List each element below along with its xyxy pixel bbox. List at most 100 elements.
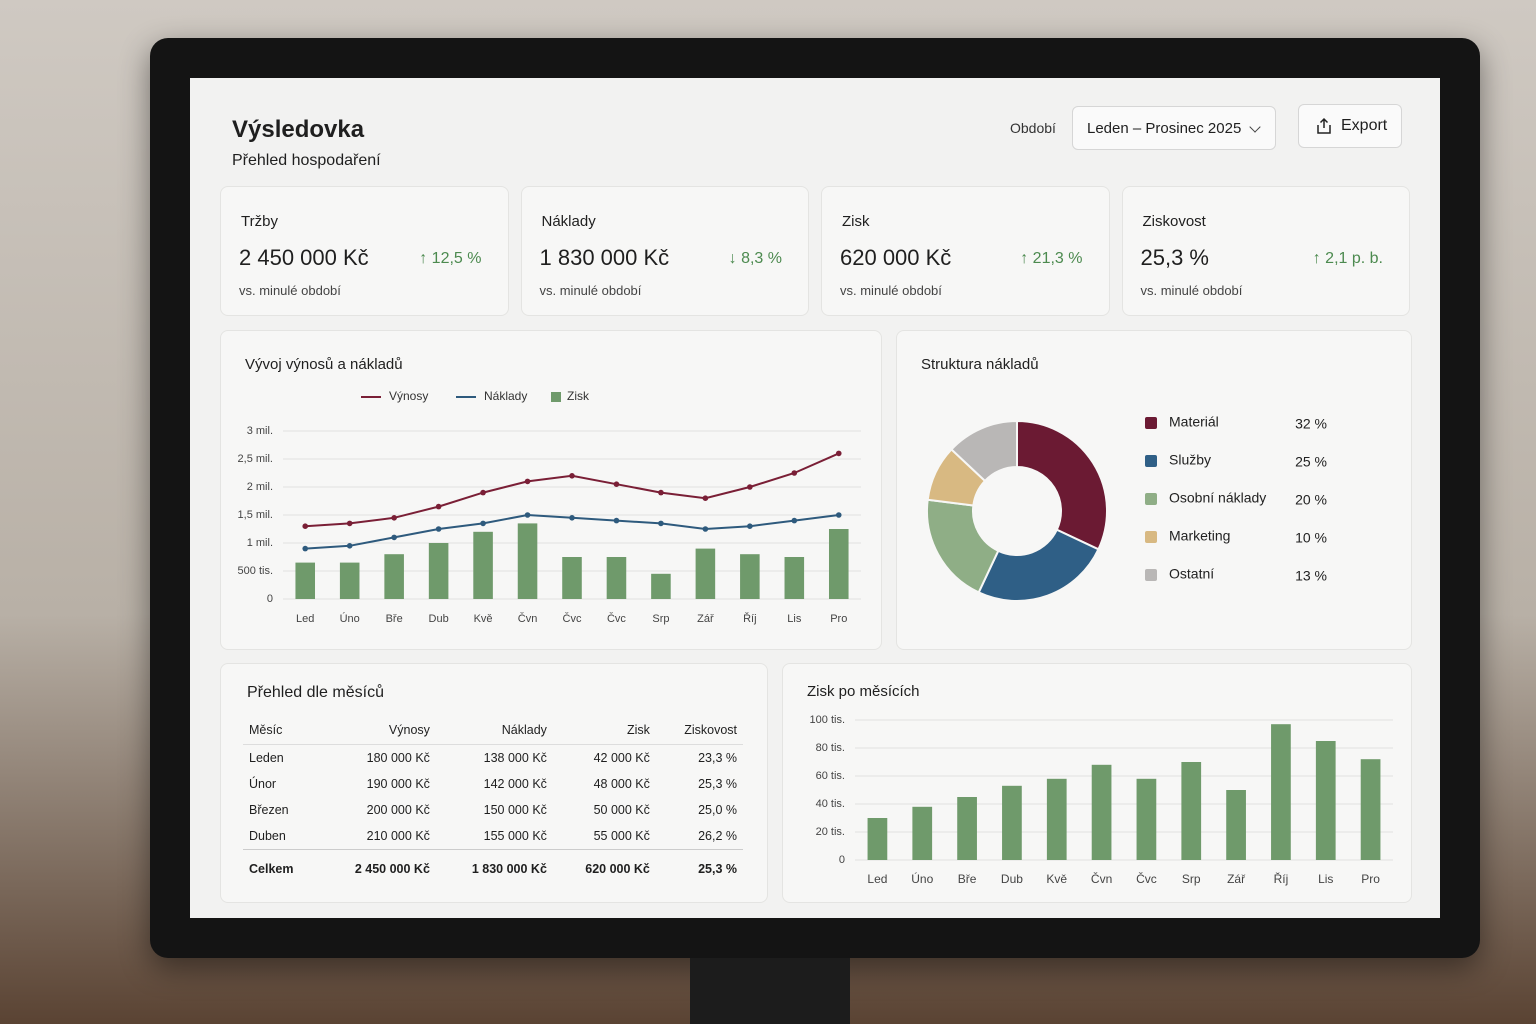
kpi-value: 1 830 000 Kč xyxy=(539,245,670,270)
line-point xyxy=(435,503,442,510)
x-tick-label: Čvn xyxy=(518,612,538,625)
table-cell: 155 000 Kč xyxy=(483,829,547,843)
kpi-change: ↑ 12,5 % xyxy=(419,250,482,267)
y-tick-label: 80 tis. xyxy=(816,742,845,754)
x-tick-label: Zář xyxy=(697,613,714,625)
month-table: Měsíc Výnosy Náklady Zisk Ziskovost Leden 180 … xyxy=(243,716,743,882)
line-point xyxy=(747,484,753,490)
bar xyxy=(912,806,933,860)
bar xyxy=(695,548,716,599)
bar xyxy=(1360,759,1381,860)
period-label: Období xyxy=(1010,120,1056,136)
kpi-label: Ziskovost xyxy=(1142,213,1206,230)
bar xyxy=(606,557,627,599)
total-cell: 1 830 000 Kč xyxy=(435,849,553,882)
page-title: Výsledovka xyxy=(232,116,365,143)
table-cell: Leden xyxy=(249,751,284,765)
bar xyxy=(1046,778,1067,860)
table-title: Přehled dle měsíců xyxy=(247,684,384,701)
line-point xyxy=(569,473,575,479)
line-point xyxy=(613,517,620,524)
x-tick-label: Lis xyxy=(787,613,802,625)
bar xyxy=(517,523,538,599)
line-point xyxy=(480,489,486,496)
line-point xyxy=(791,470,798,476)
line-point xyxy=(346,543,353,549)
legend-label: Služby xyxy=(1169,452,1211,468)
x-tick-label: Bře xyxy=(958,872,977,886)
kpi-note: vs. minulé období xyxy=(539,283,642,298)
table-cell: 190 000 Kč xyxy=(366,777,430,791)
bar xyxy=(1002,785,1022,860)
line-point xyxy=(613,481,620,487)
x-tick-label: Úno xyxy=(340,612,360,625)
legend-swatch xyxy=(1145,531,1157,543)
legend-swatch xyxy=(1145,455,1157,467)
line-point xyxy=(658,489,664,496)
line-point xyxy=(747,523,753,529)
column-header: Náklady xyxy=(435,716,553,745)
table-cell: 48 000 Kč xyxy=(593,777,650,791)
donut-chart-panel: Struktura nákladů Materiál 32 % Služby 25 % O… xyxy=(896,330,1412,650)
legend-label: Ostatní xyxy=(1169,566,1214,582)
table-cell: Březen xyxy=(249,803,289,817)
legend-label: Marketing xyxy=(1169,528,1230,544)
bar xyxy=(1315,741,1336,860)
legend-swatch xyxy=(1145,493,1157,505)
period-select[interactable]: Leden – Prosinec 2025 xyxy=(1072,106,1276,150)
legend-label: Výnosy xyxy=(389,389,428,403)
line-point xyxy=(524,512,531,518)
value-label: 25 % xyxy=(1295,454,1327,470)
y-tick-label: 2,5 mil. xyxy=(238,453,273,465)
y-tick-label: 1 mil. xyxy=(247,537,273,549)
bar xyxy=(828,529,849,599)
x-tick-label: Říj xyxy=(1274,871,1289,886)
legend-swatch xyxy=(551,392,561,402)
kpi-card: Tržby 2 450 000 Kč ↑ 12,5 % vs. minulé obdo… xyxy=(220,186,509,316)
x-tick-label: Led xyxy=(296,613,314,625)
kpi-note: vs. minulé období xyxy=(239,283,341,298)
y-tick-label: 20 tis. xyxy=(816,826,845,838)
line-point xyxy=(702,526,709,532)
bar xyxy=(562,557,582,599)
value-label: 13 % xyxy=(1295,568,1327,584)
line-point xyxy=(302,545,309,552)
table-cell: 138 000 Kč xyxy=(483,751,547,765)
line-point xyxy=(480,520,486,527)
bar xyxy=(784,557,805,599)
bar xyxy=(473,531,493,599)
donut-slice xyxy=(977,528,1100,602)
line-point xyxy=(791,517,798,524)
bar xyxy=(1271,724,1291,860)
bar xyxy=(651,573,671,599)
x-tick-label: Čvc xyxy=(607,612,626,625)
y-tick-label: 60 tis. xyxy=(816,770,845,782)
table-cell: 210 000 Kč xyxy=(366,829,430,843)
total-cell: 25,3 % xyxy=(655,849,743,882)
column-header: Zisk xyxy=(552,716,656,745)
bar xyxy=(1136,778,1157,860)
kpi-card: Ziskovost 25,3 % ↑ 2,1 p. b. vs. minulé obd… xyxy=(1121,186,1410,316)
export-button[interactable]: Export xyxy=(1298,104,1402,148)
y-tick-label: 40 tis. xyxy=(816,798,845,810)
table-cell: 26,2 % xyxy=(698,829,737,843)
table-cell: 150 000 Kč xyxy=(483,803,547,817)
total-row: Celkem 2 450 000 Kč 1 830 000 Kč 620 000 Kč… xyxy=(243,849,743,882)
line-point xyxy=(569,515,575,521)
kpi-change: ↑ 2,1 p. b. xyxy=(1312,250,1383,267)
bar xyxy=(957,797,977,860)
y-tick-label: 100 tis. xyxy=(810,714,845,726)
line-point xyxy=(391,515,397,521)
kpi-card: Zisk 620 000 Kč ↑ 21,3 % vs. minulé období xyxy=(821,186,1110,316)
value-label: 10 % xyxy=(1295,530,1327,546)
chart-title: Vývoj výnosů a nákladů xyxy=(245,356,403,373)
x-tick-label: Čvn xyxy=(1091,871,1112,886)
y-tick-label: 0 xyxy=(267,593,273,605)
y-tick-label: 1,5 mil. xyxy=(238,509,273,521)
header-row: Měsíc Výnosy Náklady Zisk Ziskovost xyxy=(243,716,743,745)
table-row: Březen 200 000 Kč 150 000 Kč 50 000 Kč 25,0 … xyxy=(243,797,743,823)
table-cell: 50 000 Kč xyxy=(593,803,650,817)
x-tick-label: Kvě xyxy=(474,613,493,625)
bar-chart: Zisk po měsících 0 20 tis. 40 tis. 60 tis. 80… xyxy=(807,683,1393,886)
dashboard: Výsledovka Přehled hospodaření Období Le… xyxy=(190,78,1440,918)
